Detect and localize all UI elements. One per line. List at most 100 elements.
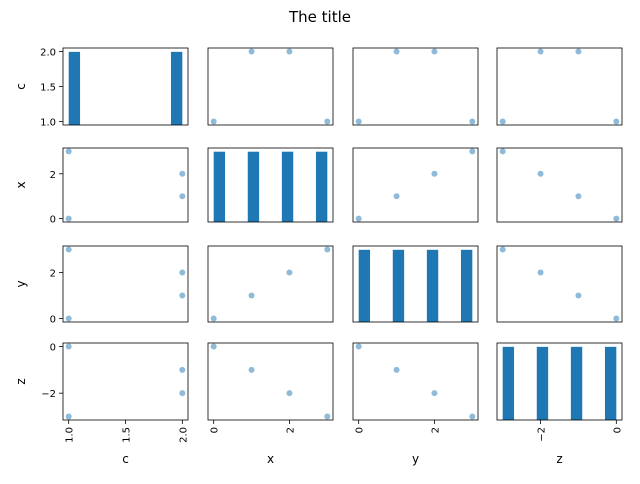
hist-bar-x-2 xyxy=(281,151,294,222)
scatter-point-z-x-0 xyxy=(210,343,217,350)
panel-frame xyxy=(62,147,189,223)
hist-bar-z-0 xyxy=(502,346,515,420)
scatter-point-y-c-1 xyxy=(179,292,186,299)
scatter-point-x-y-3 xyxy=(469,148,476,155)
x-tick-label: 0 xyxy=(612,427,623,433)
y-tick-label: 0 xyxy=(50,215,56,226)
panel-x-y xyxy=(352,147,479,223)
scatter-point-y-z-3 xyxy=(499,246,506,253)
y-axis-label: c xyxy=(14,83,28,90)
panel-frame xyxy=(352,47,479,126)
scatter-point-x-c-3 xyxy=(65,148,72,155)
scatter-point-x-z-2 xyxy=(537,170,544,177)
scatter-point-y-z-1 xyxy=(575,292,582,299)
panel-frame xyxy=(352,245,479,323)
panel-frame xyxy=(207,47,334,126)
hist-bar-x-3 xyxy=(315,151,328,222)
x-axis-label: c xyxy=(122,452,129,466)
y-axis-label: y xyxy=(14,280,28,287)
panel-y-x xyxy=(207,245,334,323)
panel-frame xyxy=(352,147,479,223)
scatter-point-c-x-3 xyxy=(324,118,331,125)
hist-bar-y-3 xyxy=(460,249,473,322)
y-tick-label: 1.5 xyxy=(40,83,56,94)
scatter-point-y-x-1 xyxy=(248,292,255,299)
scatter-point-x-z-0 xyxy=(613,215,620,222)
scatter-point-z-c-1 xyxy=(179,366,186,373)
scatter-point-z-c-0 xyxy=(65,343,72,350)
scatter-point-z-y-0 xyxy=(355,343,362,350)
scatter-point-z-x-3 xyxy=(324,413,331,420)
scatter-point-c-x-2 xyxy=(286,48,293,55)
x-tick-label: 1.0 xyxy=(65,427,76,443)
scatter-point-z-x-1 xyxy=(248,366,255,373)
scatter-point-c-z-0 xyxy=(613,118,620,125)
x-tick-label: 1.5 xyxy=(122,427,133,443)
panel-z-c: −2 0 z 1.0 1.5 2.0 c xyxy=(14,343,189,467)
panel-frame xyxy=(496,342,623,421)
x-axis-label: z xyxy=(556,452,562,466)
y-tick-label: 2.0 xyxy=(40,48,56,59)
scatter-point-y-x-0 xyxy=(210,315,217,322)
hist-bar-y-2 xyxy=(426,249,439,322)
hist-bar-z-2 xyxy=(570,346,583,420)
panel-y-z xyxy=(496,245,623,323)
panel-c-y xyxy=(352,47,479,126)
y-tick-label: 2 xyxy=(50,170,56,181)
panel-x-x xyxy=(207,147,334,223)
panel-z-x: 0 2 x xyxy=(207,342,334,466)
scatter-point-x-c-2 xyxy=(179,170,186,177)
scatter-point-x-z-3 xyxy=(499,148,506,155)
panel-y-y xyxy=(352,245,479,323)
panel-frame xyxy=(62,47,189,126)
scatter-point-c-x-1 xyxy=(248,48,255,55)
y-axis-label: z xyxy=(14,378,28,384)
scatter-point-z-c-2 xyxy=(179,390,186,397)
scatter-point-x-z-1 xyxy=(575,193,582,200)
hist-bar-c-0 xyxy=(68,51,81,125)
panel-x-c: 0 2 x xyxy=(14,147,189,226)
scatter-point-y-z-0 xyxy=(613,315,620,322)
panel-c-z xyxy=(496,47,623,126)
scatter-point-c-z-1 xyxy=(575,48,582,55)
scatter-point-c-y-1 xyxy=(393,48,400,55)
scatter-point-x-c-0 xyxy=(65,215,72,222)
hist-bar-x-1 xyxy=(247,151,260,222)
scatter-point-z-y-2 xyxy=(431,390,438,397)
hist-bar-c-1 xyxy=(170,51,183,125)
scatter-point-y-c-0 xyxy=(65,315,72,322)
x-axis-label: x xyxy=(267,452,274,466)
scatter-point-x-y-0 xyxy=(355,215,362,222)
panel-frame xyxy=(207,245,334,323)
y-tick-label: 0 xyxy=(50,315,56,326)
scatter-point-x-c-1 xyxy=(179,193,186,200)
y-tick-label: 2 xyxy=(50,268,56,279)
hist-bar-x-0 xyxy=(213,151,226,222)
panel-c-x xyxy=(207,47,334,126)
panel-z-y: 0 2 y xyxy=(352,342,479,466)
panel-y-c: 0 2 y xyxy=(14,245,189,326)
y-axis-label: x xyxy=(14,181,28,188)
y-tick-label: −2 xyxy=(41,389,56,400)
x-tick-label: 0 xyxy=(355,427,366,433)
scatter-point-c-x-0 xyxy=(210,118,217,125)
scatter-point-z-x-2 xyxy=(286,390,293,397)
y-tick-label: 0 xyxy=(50,343,56,354)
x-tick-label: 2 xyxy=(285,427,296,433)
y-tick-label: 1.0 xyxy=(40,118,56,129)
scatter-point-c-y-3 xyxy=(469,118,476,125)
scatter-point-y-c-2 xyxy=(179,269,186,276)
scatter-point-x-y-1 xyxy=(393,193,400,200)
scatter-point-c-z-3 xyxy=(499,118,506,125)
scatter-point-y-c-3 xyxy=(65,246,72,253)
scatter-point-y-x-2 xyxy=(286,269,293,276)
scatter-point-c-y-0 xyxy=(355,118,362,125)
x-tick-label: 2 xyxy=(430,427,441,433)
x-axis-label: y xyxy=(412,452,419,466)
panel-frame xyxy=(62,342,189,421)
panel-frame xyxy=(496,47,623,126)
chart-title: The title xyxy=(288,8,351,26)
hist-bar-z-3 xyxy=(604,346,617,420)
panel-frame xyxy=(496,245,623,323)
